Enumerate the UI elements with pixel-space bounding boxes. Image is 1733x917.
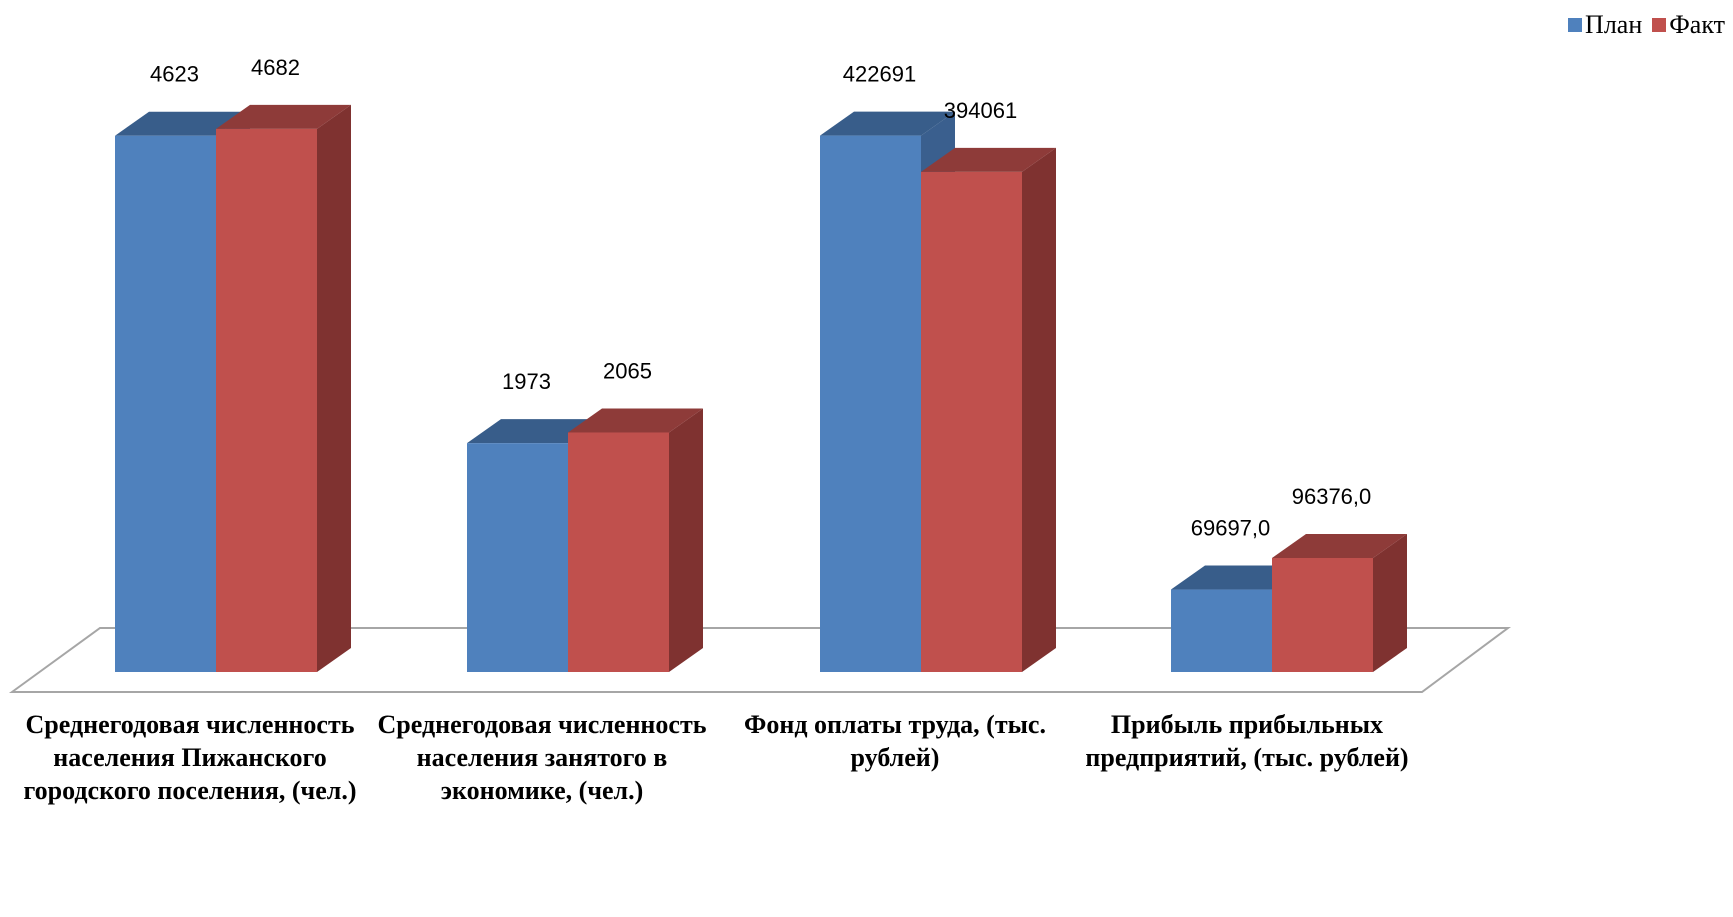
data-label-fact-3: 96376,0 — [1292, 484, 1372, 509]
data-label-plan-3: 69697,0 — [1191, 516, 1271, 541]
bar-fact-2-side — [1022, 147, 1056, 672]
bar-fact-1-side — [669, 408, 703, 672]
bar-fact-2 — [921, 171, 1022, 672]
bar-fact-0 — [216, 128, 317, 672]
bar-plan-3 — [1171, 589, 1272, 672]
legend-label-plan: План — [1585, 10, 1643, 39]
data-label-plan-0: 4623 — [150, 62, 199, 87]
data-label-fact-0: 4682 — [251, 55, 300, 80]
bar-fact-0-top — [216, 104, 351, 129]
bar-fact-2-top — [921, 147, 1056, 172]
data-label-fact-2: 394061 — [944, 98, 1017, 123]
data-label-plan-1: 1973 — [502, 369, 551, 394]
legend: План Факт — [1568, 10, 1725, 40]
data-label-fact-1: 2065 — [603, 358, 652, 383]
data-label-plan-2: 422691 — [843, 62, 916, 87]
bar-fact-0-side — [317, 104, 351, 672]
chart-floor — [8, 627, 1512, 693]
bar-fact-1-top — [568, 408, 703, 433]
legend-label-fact: Факт — [1669, 10, 1725, 39]
bar-fact-3-side — [1373, 533, 1407, 672]
bar-fact-3-top — [1272, 533, 1407, 558]
bar-fact-1 — [568, 432, 669, 672]
bar-plan-2-top — [820, 111, 955, 136]
bar-plan-1 — [467, 443, 568, 672]
bar-plan-2 — [820, 135, 921, 673]
category-label-wage-fund: Фонд оплаты труда, (тыс. рублей) — [744, 710, 1046, 772]
bar-fact-3 — [1272, 557, 1373, 672]
category-label-employed: Среднегодовая численность населения заня… — [377, 710, 707, 805]
legend-item-fact: Факт — [1652, 10, 1725, 40]
bar-plan-0 — [115, 135, 216, 672]
category-label-profit: Прибыль прибыльных предприятий, (тыс. ру… — [1085, 710, 1409, 772]
category-label-population: Среднегодовая численность населения Пижа… — [23, 710, 357, 805]
legend-swatch-plan — [1568, 18, 1583, 32]
legend-item-plan: План — [1568, 10, 1642, 40]
legend-swatch-fact — [1652, 18, 1667, 32]
